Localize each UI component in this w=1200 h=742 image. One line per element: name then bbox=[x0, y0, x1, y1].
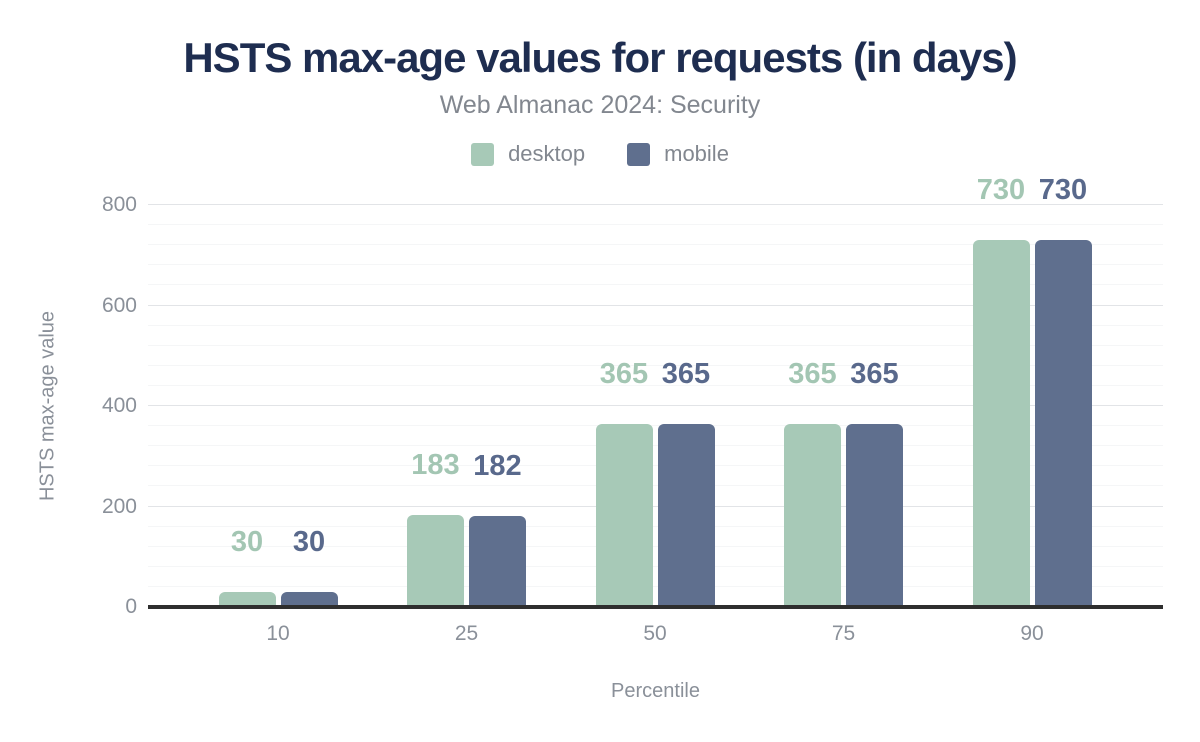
x-tick-label: 25 bbox=[454, 622, 479, 645]
bar-desktop-p10[interactable] bbox=[218, 591, 276, 607]
minor-gridline bbox=[148, 364, 1163, 366]
bar-desktop-p75[interactable] bbox=[784, 423, 841, 607]
minor-gridline bbox=[148, 585, 1163, 587]
bar-value-label-mobile-p90: 730 bbox=[1038, 174, 1088, 207]
x-tick-label: 10 bbox=[266, 622, 290, 645]
major-gridline bbox=[148, 505, 1163, 507]
minor-gridline bbox=[148, 525, 1163, 527]
legend-label-mobile: mobile bbox=[664, 141, 729, 166]
legend-swatch-desktop-icon bbox=[471, 142, 495, 166]
minor-gridline bbox=[148, 324, 1163, 326]
bar-value-label-mobile-p25: 182 bbox=[473, 449, 522, 482]
plot-area: 30 30 183 182 365 365 365 365 730 730 bbox=[148, 174, 1163, 609]
minor-gridline bbox=[148, 264, 1163, 266]
minor-gridline bbox=[148, 485, 1163, 487]
chart-title: HSTS max-age values for requests (in day… bbox=[183, 34, 1017, 81]
legend-item-desktop[interactable]: desktop bbox=[471, 141, 585, 167]
bar-mobile-p90[interactable] bbox=[1034, 240, 1092, 607]
y-tick-label: 400 bbox=[101, 394, 137, 417]
bar-value-label-desktop-p75: 365 bbox=[788, 357, 837, 390]
x-tick-label: 90 bbox=[1020, 622, 1044, 645]
major-gridline bbox=[148, 304, 1163, 306]
bar-value-label-desktop-p50: 365 bbox=[599, 357, 649, 390]
x-tick-label: 75 bbox=[831, 622, 856, 645]
bar-value-label-mobile-p10: 30 bbox=[292, 525, 326, 558]
bar-value-label-mobile-p75: 365 bbox=[850, 357, 899, 390]
bar-mobile-p50[interactable] bbox=[657, 423, 715, 607]
y-tick-label: 0 bbox=[125, 595, 137, 618]
minor-gridline bbox=[148, 344, 1163, 346]
x-axis-title: Percentile bbox=[611, 680, 700, 702]
bar-value-label-desktop-p25: 183 bbox=[411, 449, 460, 482]
bar-value-label-desktop-p10: 30 bbox=[230, 525, 264, 558]
y-tick-label: 800 bbox=[101, 193, 137, 216]
minor-gridline bbox=[148, 545, 1163, 547]
bar-value-label-mobile-p50: 365 bbox=[661, 357, 711, 390]
major-gridline bbox=[148, 405, 1163, 406]
legend-label-desktop: desktop bbox=[508, 141, 586, 166]
bar-mobile-p75[interactable] bbox=[846, 423, 903, 607]
bar-mobile-p25[interactable] bbox=[469, 515, 526, 607]
minor-gridline bbox=[148, 465, 1163, 467]
legend: desktop mobile bbox=[0, 141, 1200, 167]
minor-gridline bbox=[148, 425, 1163, 427]
minor-gridline bbox=[148, 445, 1163, 447]
bar-desktop-p50[interactable] bbox=[595, 423, 653, 607]
bar-desktop-p25[interactable] bbox=[407, 515, 464, 607]
y-tick-label: 600 bbox=[101, 293, 137, 317]
legend-item-mobile[interactable]: mobile bbox=[627, 141, 729, 167]
major-gridline bbox=[148, 204, 1163, 205]
minor-gridline bbox=[148, 244, 1163, 246]
legend-swatch-mobile-icon bbox=[627, 142, 651, 166]
minor-gridline bbox=[148, 224, 1163, 226]
bar-mobile-p10[interactable] bbox=[280, 591, 338, 607]
bar-value-label-desktop-p90: 730 bbox=[976, 174, 1026, 207]
minor-gridline bbox=[148, 384, 1163, 386]
chart-subtitle: Web Almanac 2024: Security bbox=[439, 91, 761, 119]
minor-gridline bbox=[148, 284, 1163, 286]
bar-desktop-p90[interactable] bbox=[972, 240, 1030, 607]
minor-gridline bbox=[148, 565, 1163, 567]
y-tick-label: 200 bbox=[101, 494, 137, 518]
x-tick-label: 50 bbox=[643, 622, 667, 645]
x-axis-line bbox=[148, 605, 1163, 609]
